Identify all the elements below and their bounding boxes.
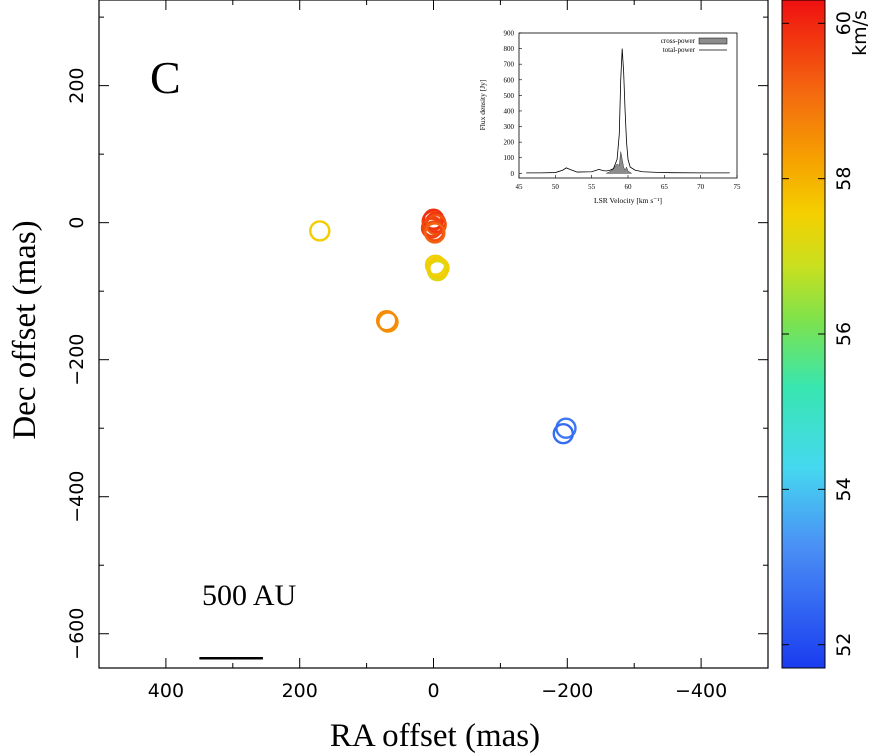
inset-y-tick-label: 200 — [504, 139, 515, 147]
inset-y-tick-label: 0 — [511, 170, 515, 178]
inset-y-tick-label: 500 — [504, 92, 515, 100]
legend-swatch-cross-power — [698, 37, 728, 45]
scale-bar-label: 500 AU — [202, 579, 297, 612]
inset-x-tick-label: 75 — [734, 183, 742, 191]
maser-spot — [425, 214, 447, 236]
velocity-colorbar: 52 54 56 58 60 km/s — [781, 0, 871, 669]
y-tick-label: −600 — [66, 608, 88, 660]
maser-spot — [377, 311, 399, 333]
colorbar-tick-label: 60 — [833, 11, 855, 35]
y-axis-label: Dec offset (mas) — [7, 220, 43, 439]
y-tick-label: −400 — [66, 471, 88, 523]
maser-spot — [309, 220, 331, 242]
maser-spot — [420, 217, 443, 239]
x-tick-label: −400 — [675, 680, 727, 702]
inset-y-tick-label: 800 — [504, 45, 515, 53]
main-axis-ticks — [98, 0, 769, 668]
colorbar-ticks — [782, 22, 825, 646]
colorbar-tick-label: 52 — [833, 633, 855, 657]
colorbar-tick-label: 58 — [833, 167, 855, 191]
legend-label-total-power: total-power — [663, 46, 696, 54]
y-tick-label: 0 — [66, 217, 88, 229]
inset-y-tick-label: 400 — [504, 107, 515, 115]
colorbar-tick-label: 54 — [833, 477, 855, 501]
maser-spot — [375, 309, 398, 332]
inset-y-axis-label: Flux density [Jy] — [478, 80, 487, 131]
x-tick-label: 0 — [427, 680, 439, 702]
maser-spots — [309, 208, 577, 445]
maser-spot — [424, 222, 446, 244]
x-tick-label: −200 — [541, 680, 593, 702]
inset-x-tick-label: 50 — [552, 183, 560, 191]
y-tick-label: −200 — [66, 334, 88, 386]
colorbar-unit-label: km/s — [849, 10, 871, 56]
inset-x-tick-label: 70 — [697, 183, 705, 191]
inset-y-tick-label: 100 — [504, 154, 515, 162]
inset-y-tick-label: 300 — [504, 123, 515, 131]
inset-x-tick-label: 45 — [516, 183, 524, 191]
inset-x-tick-label: 60 — [625, 183, 633, 191]
inset-y-tick-label: 700 — [504, 61, 515, 69]
main-axis-tick-labels: 400 200 0 −200 −400 200 0 −200 −400 −600 — [66, 68, 727, 702]
inset-y-tick-label: 900 — [504, 30, 515, 38]
x-tick-label: 400 — [148, 680, 184, 702]
y-tick-label: 200 — [66, 68, 88, 104]
inset-legend: cross-power total-power — [661, 37, 728, 54]
x-tick-label: 200 — [282, 680, 318, 702]
x-axis-label: RA offset (mas) — [330, 718, 540, 754]
inset-spectrum-series — [526, 48, 730, 174]
inset-axis-ticks — [518, 32, 738, 178]
inset-axis-tick-labels: 45 50 55 60 65 70 75 0 100 200 300 400 500 600 700 800 9… — [504, 30, 742, 192]
colorbar-tick-label: 56 — [833, 322, 855, 346]
panel-label: C — [150, 52, 181, 103]
main-scatter-plot: 400 200 0 −200 −400 200 0 −200 −400 −600 C 500 AU… — [7, 0, 769, 754]
inset-y-tick-label: 600 — [504, 76, 515, 84]
legend-label-cross-power: cross-power — [661, 37, 696, 45]
inset-x-axis-label: LSR Velocity [km s⁻¹] — [594, 196, 662, 205]
inset-x-tick-label: 55 — [588, 183, 596, 191]
spectrum-inset: 45 50 55 60 65 70 75 0 100 200 300 400 500 600 700 800 9… — [475, 25, 741, 215]
inset-x-tick-label: 65 — [661, 183, 669, 191]
colorbar-tick-labels: 52 54 56 58 60 — [833, 11, 855, 657]
maser-spot — [428, 257, 450, 279]
total-power-series — [526, 48, 730, 174]
maser-spot — [552, 422, 574, 445]
